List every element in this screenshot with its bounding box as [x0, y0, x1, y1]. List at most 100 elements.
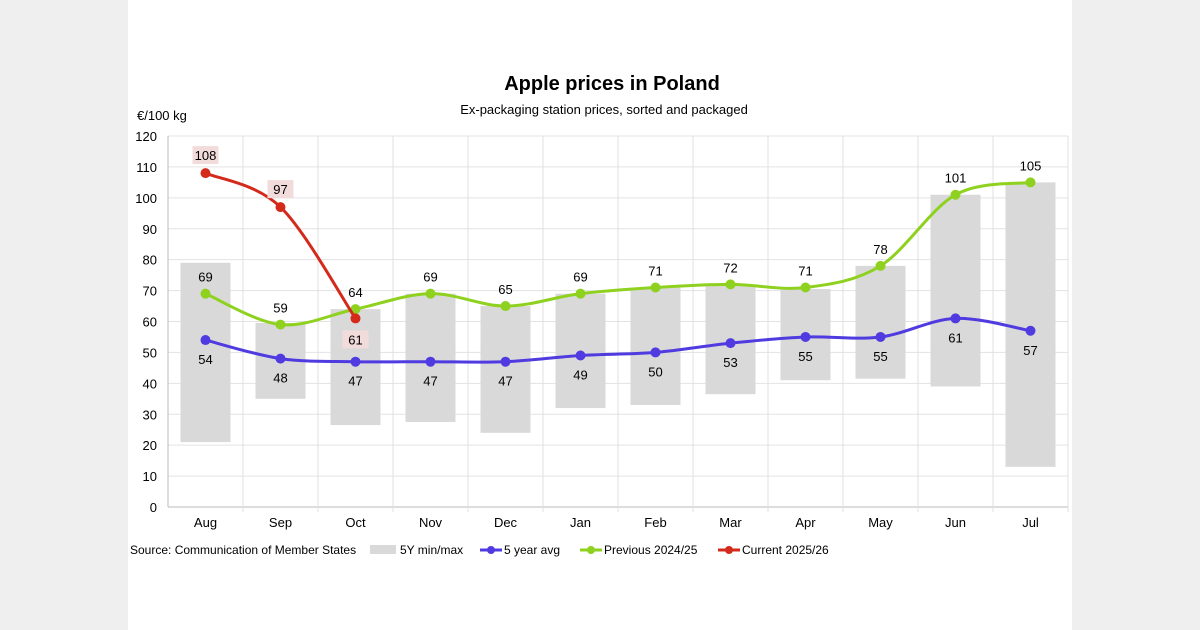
- data-label: 72: [723, 260, 737, 275]
- legend-label: 5Y min/max: [400, 543, 463, 557]
- y-tick-label: 50: [143, 345, 157, 360]
- y-tick-label: 80: [143, 253, 157, 268]
- y-tick-label: 90: [143, 222, 157, 237]
- data-label: 61: [348, 332, 362, 347]
- data-point: [350, 356, 361, 367]
- data-label-box: [267, 180, 294, 199]
- range-bar: [1005, 182, 1056, 467]
- data-point: [650, 282, 661, 293]
- y-tick-label: 70: [143, 284, 157, 299]
- data-label: 61: [948, 330, 962, 345]
- series-line: [204, 180, 1031, 327]
- data-point: [425, 356, 436, 367]
- legend-marker: [587, 546, 595, 554]
- data-point: [500, 301, 511, 312]
- y-tick-label: 0: [150, 500, 157, 515]
- legend-swatch: [370, 545, 396, 554]
- data-label: 105: [1020, 158, 1042, 173]
- data-label: 48: [273, 371, 287, 386]
- data-point: [425, 288, 436, 299]
- data-label: 54: [198, 352, 212, 367]
- range-bar: [480, 306, 531, 433]
- data-point: [650, 347, 661, 358]
- data-point: [1025, 325, 1036, 336]
- data-point: [875, 331, 886, 342]
- y-axis-label: €/100 kg: [137, 108, 187, 123]
- data-point: [575, 350, 586, 361]
- x-tick-label: Feb: [644, 515, 666, 530]
- data-label-box: [192, 146, 219, 165]
- x-tick-label: Aug: [194, 515, 217, 530]
- data-point: [800, 282, 811, 293]
- range-bar: [330, 309, 381, 426]
- data-point: [800, 331, 811, 342]
- y-tick-label: 110: [136, 160, 157, 175]
- data-point: [950, 313, 961, 324]
- data-label-box: [342, 330, 369, 349]
- legend-marker: [487, 546, 495, 554]
- x-tick-label: Mar: [719, 515, 742, 530]
- data-point: [275, 353, 286, 364]
- data-label: 64: [348, 285, 362, 300]
- y-tick-label: 30: [143, 407, 157, 422]
- range-bar: [930, 194, 981, 387]
- data-label: 57: [1023, 343, 1037, 358]
- data-label: 59: [273, 301, 287, 316]
- range-bar: [630, 287, 681, 405]
- y-tick-label: 100: [135, 191, 157, 206]
- x-tick-label: Dec: [494, 515, 518, 530]
- data-point: [275, 319, 286, 330]
- x-tick-label: Jan: [570, 515, 591, 530]
- data-label: 53: [723, 355, 737, 370]
- data-label: 108: [195, 148, 217, 163]
- data-label: 50: [648, 364, 662, 379]
- chart-title: Apple prices in Poland: [504, 73, 720, 95]
- data-point: [275, 202, 286, 213]
- y-tick-label: 60: [143, 315, 157, 330]
- legend-label: Previous 2024/25: [604, 543, 698, 557]
- data-label: 101: [945, 171, 967, 186]
- data-point: [950, 189, 961, 200]
- x-tick-label: Apr: [795, 515, 816, 530]
- data-point: [350, 304, 361, 315]
- x-tick-label: Nov: [419, 515, 443, 530]
- data-point: [725, 279, 736, 290]
- data-point: [575, 288, 586, 299]
- x-tick-label: Jul: [1022, 515, 1039, 530]
- y-tick-label: 10: [143, 469, 157, 484]
- legend-label: Current 2025/26: [742, 543, 829, 557]
- data-label: 55: [798, 349, 812, 364]
- data-label: 71: [648, 263, 662, 278]
- data-point: [200, 335, 211, 346]
- data-label: 69: [573, 270, 587, 285]
- data-point: [200, 288, 211, 299]
- data-point: [875, 260, 886, 271]
- chart-subtitle: Ex-packaging station prices, sorted and …: [460, 102, 748, 117]
- range-bar: [855, 265, 906, 379]
- x-tick-label: May: [868, 515, 893, 530]
- data-label: 69: [198, 270, 212, 285]
- source-note: Source: Communication of Member States: [130, 543, 356, 557]
- x-tick-label: Jun: [945, 515, 966, 530]
- data-point: [1025, 177, 1036, 188]
- data-label: 65: [498, 282, 512, 297]
- data-point: [725, 338, 736, 349]
- y-tick-label: 120: [135, 129, 157, 144]
- data-label: 47: [498, 374, 512, 389]
- data-label: 71: [798, 263, 812, 278]
- data-point: [500, 356, 511, 367]
- data-point: [350, 313, 361, 324]
- legend-marker: [725, 546, 733, 554]
- data-label: 78: [873, 242, 887, 257]
- series-line: [205, 316, 1031, 364]
- data-point: [200, 168, 211, 179]
- y-tick-label: 40: [143, 376, 157, 391]
- data-label: 55: [873, 349, 887, 364]
- x-tick-label: Oct: [345, 515, 366, 530]
- data-label: 47: [348, 374, 362, 389]
- data-label: 69: [423, 270, 437, 285]
- legend-label: 5 year avg: [504, 543, 560, 557]
- data-label: 47: [423, 374, 437, 389]
- data-label: 49: [573, 368, 587, 383]
- data-label: 97: [273, 182, 287, 197]
